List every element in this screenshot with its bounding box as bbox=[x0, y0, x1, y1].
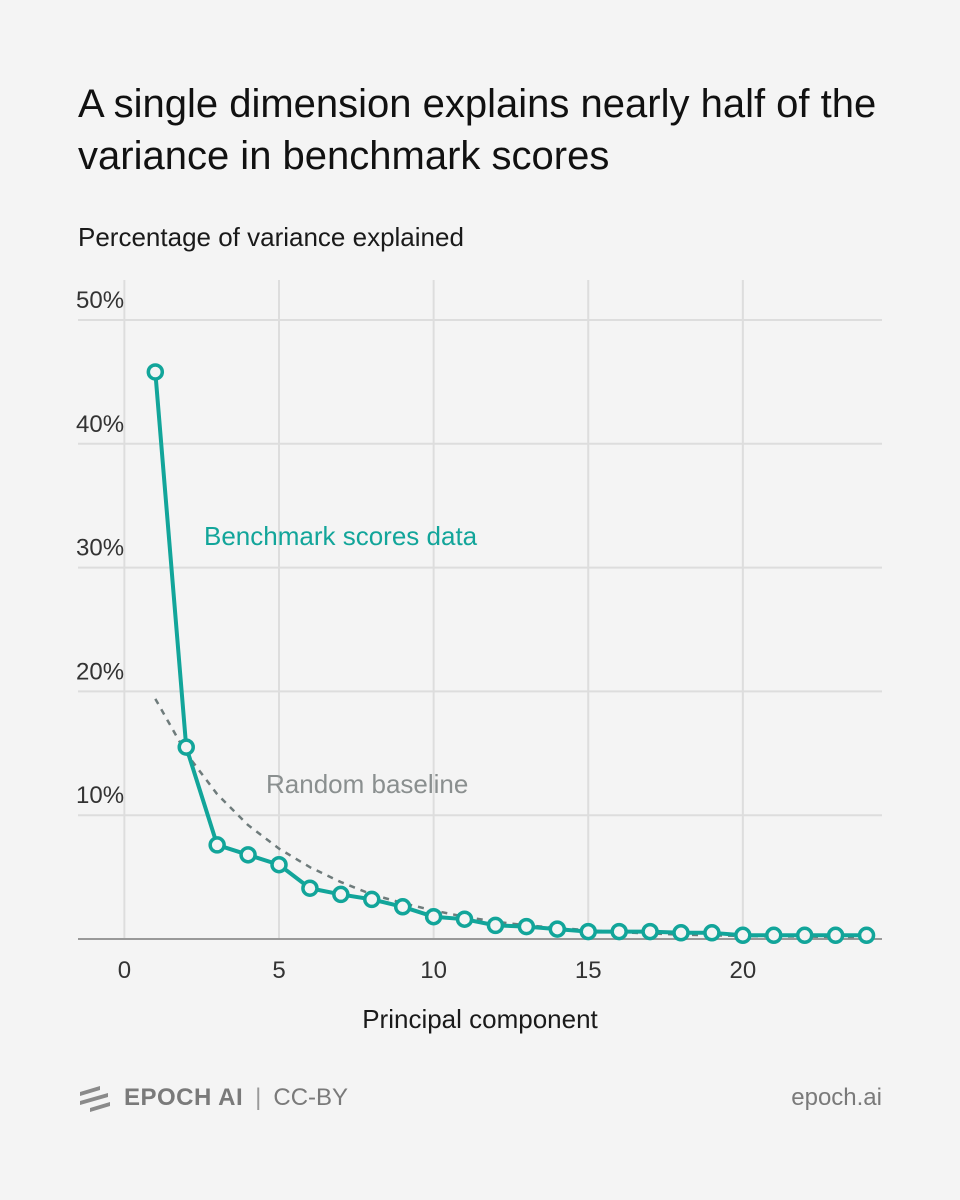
data-point bbox=[765, 926, 783, 945]
tick-layer: 0 5 10 15 20 10% 20% 30% 40% 50% bbox=[76, 287, 756, 984]
series-layer bbox=[146, 363, 876, 945]
x-tick-label: 0 bbox=[118, 957, 131, 984]
data-point bbox=[146, 363, 165, 381]
data-point bbox=[393, 898, 412, 916]
y-tick-label: 30% bbox=[76, 535, 124, 562]
series-label-benchmark: Benchmark scores data bbox=[204, 521, 478, 551]
footer-brand: EPOCH AI bbox=[124, 1084, 244, 1111]
y-tick-label: 10% bbox=[76, 782, 124, 809]
data-point bbox=[857, 926, 876, 945]
data-point bbox=[455, 910, 474, 928]
data-point bbox=[703, 924, 721, 942]
x-tick-label: 10 bbox=[420, 957, 447, 984]
x-tick-label: 15 bbox=[575, 957, 602, 984]
footer-credit: EPOCH AI | CC-BY bbox=[78, 1084, 348, 1112]
data-point bbox=[672, 924, 690, 942]
data-point bbox=[239, 846, 257, 864]
series-label-random-baseline: Random baseline bbox=[266, 769, 468, 799]
chart-title: A single dimension explains nearly half … bbox=[78, 82, 877, 178]
data-point bbox=[610, 922, 628, 941]
data-point bbox=[641, 922, 659, 941]
data-point bbox=[517, 917, 536, 936]
x-tick-label: 20 bbox=[729, 957, 756, 984]
series-line-benchmark bbox=[153, 371, 867, 938]
data-point bbox=[548, 920, 567, 938]
data-point bbox=[826, 926, 845, 945]
y-tick-label: 20% bbox=[76, 658, 124, 685]
x-tick-label: 5 bbox=[272, 957, 285, 984]
series-line-random-baseline bbox=[154, 698, 867, 939]
footer-separator: | bbox=[255, 1084, 262, 1111]
data-point bbox=[424, 907, 443, 926]
data-point bbox=[177, 738, 195, 756]
x-axis-title: Principal component bbox=[362, 1004, 598, 1034]
y-tick-label: 40% bbox=[76, 411, 124, 438]
data-point bbox=[208, 836, 226, 854]
data-point bbox=[301, 879, 319, 897]
data-point bbox=[332, 885, 350, 904]
data-point bbox=[270, 855, 288, 874]
footer-license: CC-BY bbox=[273, 1084, 349, 1111]
data-point bbox=[363, 890, 381, 909]
y-tick-label: 50% bbox=[76, 287, 124, 314]
footer-site-link[interactable]: epoch.ai bbox=[791, 1084, 882, 1111]
data-point bbox=[795, 926, 814, 945]
epoch-logo-icon bbox=[78, 1084, 112, 1112]
data-point bbox=[579, 922, 597, 941]
data-point bbox=[734, 926, 752, 945]
data-point bbox=[486, 916, 505, 935]
grid-layer bbox=[78, 280, 882, 940]
y-axis-title: Percentage of variance explained bbox=[78, 222, 464, 252]
